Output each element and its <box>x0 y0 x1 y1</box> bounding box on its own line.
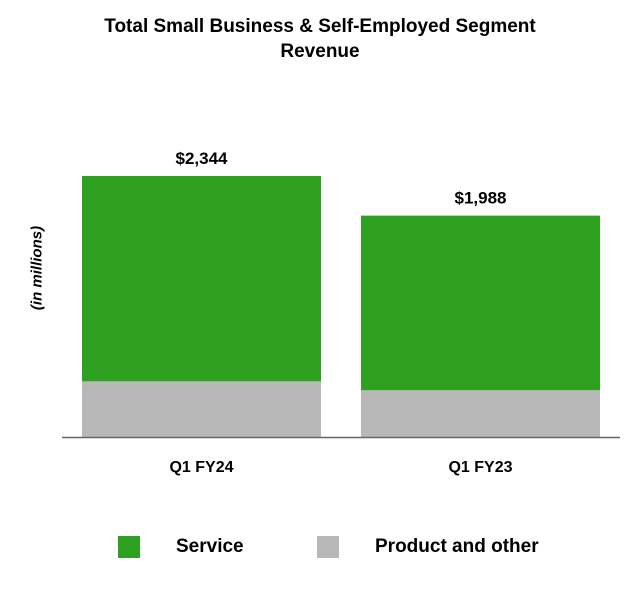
chart-title-line-1: Total Small Business & Self-Employed Seg… <box>104 16 536 37</box>
chart-title: Total Small Business & Self-Employed Seg… <box>0 14 640 64</box>
legend-swatch-product-and-other <box>317 536 339 558</box>
chart-legend: Service Product and other <box>0 536 640 562</box>
chart-plot-area: $2,344 Q1 FY24 $1,988 Q1 FY23 <box>62 149 620 476</box>
legend-label-service: Service <box>176 536 244 557</box>
bar-service-q1-fy24 <box>82 176 321 382</box>
x-tick-label-q1-fy23: Q1 FY23 <box>448 459 512 476</box>
chart-title-line-2: Revenue <box>280 41 360 62</box>
legend-swatch-service <box>118 536 140 558</box>
bar-product-and-other-q1-fy23 <box>361 390 600 437</box>
legend-item-service: Service <box>118 536 244 558</box>
total-label-q1-fy23: $1,988 <box>455 189 507 208</box>
legend-label-product-and-other: Product and other <box>375 536 539 557</box>
legend-item-product-and-other: Product and other <box>317 536 539 558</box>
bar-product-and-other-q1-fy24 <box>82 381 321 437</box>
total-label-q1-fy24: $2,344 <box>176 149 229 168</box>
x-tick-label-q1-fy24: Q1 FY24 <box>169 459 233 476</box>
bar-service-q1-fy23 <box>361 215 600 391</box>
